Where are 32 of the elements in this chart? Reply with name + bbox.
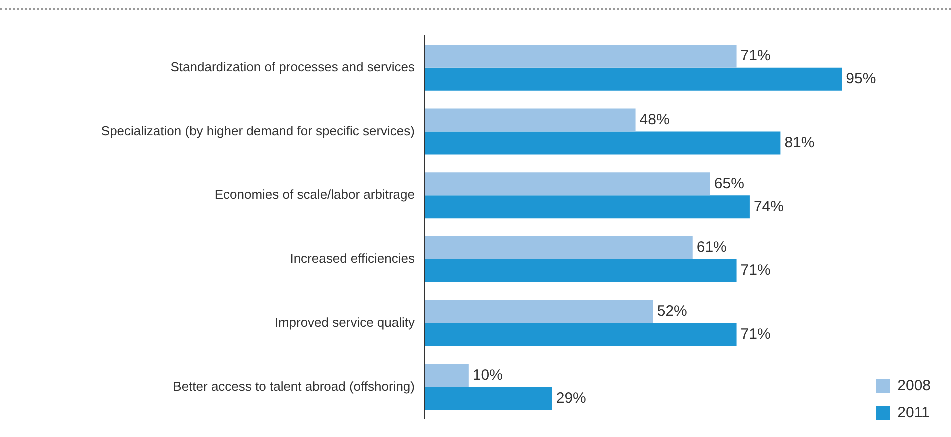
bar bbox=[425, 108, 636, 132]
data-label: 71% bbox=[740, 48, 771, 65]
data-label: 48% bbox=[640, 111, 670, 128]
bar bbox=[425, 236, 693, 260]
bar bbox=[425, 132, 781, 155]
y-tick-label: Better access to talent abroad (offshoring) bbox=[173, 378, 415, 394]
legend-label: 2011 bbox=[898, 404, 930, 422]
data-label: 61% bbox=[696, 239, 727, 256]
data-label: 74% bbox=[754, 198, 784, 216]
data-label: 71% bbox=[740, 262, 771, 280]
bar bbox=[425, 260, 737, 283]
legend-label: 2008 bbox=[898, 378, 932, 395]
bar bbox=[425, 387, 552, 410]
data-label: 29% bbox=[556, 390, 586, 407]
data-label: 10% bbox=[472, 366, 503, 384]
bar bbox=[425, 172, 710, 196]
bar bbox=[425, 44, 737, 68]
y-tick-label: Economies of scale/labor arbitrage bbox=[214, 187, 415, 202]
y-tick-label: Improved service quality bbox=[274, 314, 416, 330]
y-tick-label: Standardization of processes and services bbox=[170, 60, 416, 75]
data-label: 95% bbox=[846, 70, 876, 88]
bar bbox=[425, 364, 469, 388]
bar bbox=[425, 196, 750, 219]
y-tick-label: Increased efficiencies bbox=[290, 251, 416, 266]
y-tick-label: Specialization (by higher demand for specific services) bbox=[101, 123, 415, 138]
bar bbox=[425, 300, 654, 324]
data-label: 65% bbox=[714, 175, 744, 192]
bar bbox=[425, 68, 842, 91]
bar bbox=[425, 323, 737, 346]
data-label: 71% bbox=[740, 326, 771, 344]
data-label: 81% bbox=[784, 134, 815, 152]
data-label: 52% bbox=[657, 303, 688, 320]
